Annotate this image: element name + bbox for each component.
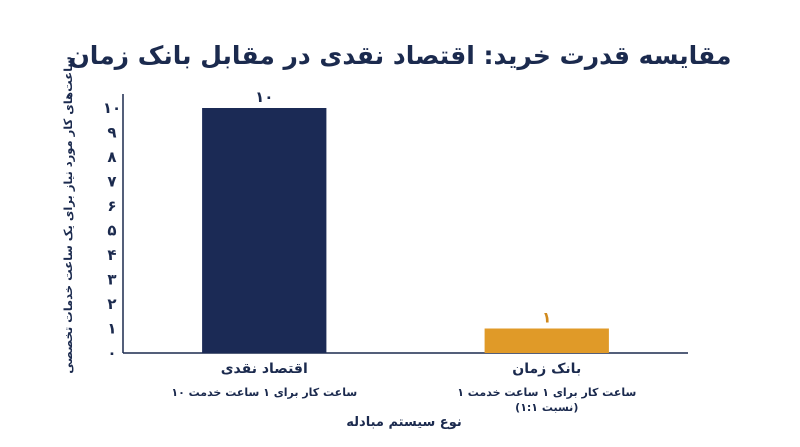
y-tick-label: ۳	[107, 271, 116, 289]
x-axis-label: نوع سیستم مبادله	[346, 415, 461, 430]
y-tick-label: ۰	[107, 344, 116, 362]
y-tick-label: ۱	[107, 320, 116, 338]
bar	[202, 108, 327, 353]
x-tick-label: اقتصاد نقدی	[221, 361, 308, 377]
y-tick-label: ۱۰	[103, 99, 121, 117]
chart-title: مقایسه قدرت خرید: اقتصاد نقدی در مقابل ب…	[68, 41, 731, 71]
x-tick-label: بانک زمان	[512, 361, 581, 377]
x-tick-sublabel: (نسبت ۱:۱)	[515, 401, 578, 414]
y-tick-label: ۴	[107, 246, 116, 264]
bar-value-label: ۱۰	[255, 88, 273, 106]
y-tick-label: ۹	[107, 124, 116, 142]
x-tick-sublabel: ۱ ساعت کار برای ۱ ساعت خدمت	[457, 386, 636, 399]
y-axis-label: ساعت‌های کار مورد نیاز برای یک ساعت خدما…	[61, 56, 76, 373]
y-tick-label: ۶	[107, 197, 116, 215]
bar	[484, 328, 609, 353]
bar-value-label: ۱	[542, 309, 551, 327]
y-tick-label: ۵	[107, 222, 116, 240]
y-tick-label: ۸	[107, 148, 116, 166]
y-tick-label: ۷	[107, 173, 116, 191]
y-tick-label: ۲	[107, 295, 116, 313]
x-tick-sublabel: ۱۰ ساعت کار برای ۱ ساعت خدمت	[171, 386, 357, 399]
